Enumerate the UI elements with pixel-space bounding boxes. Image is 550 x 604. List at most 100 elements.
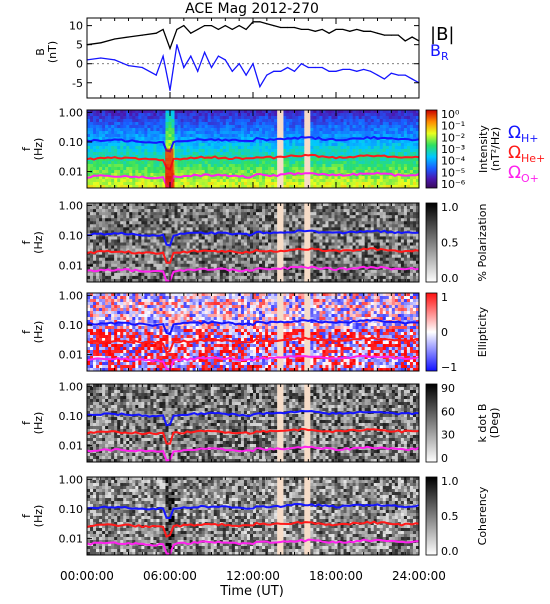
spectrogram-cell (247, 239, 250, 242)
spectrogram-cell (126, 164, 129, 167)
spectrogram-cell (247, 209, 250, 212)
spectrogram-cell (90, 149, 93, 152)
spectrogram-cell (93, 125, 96, 128)
spectrogram-cell (159, 137, 162, 140)
spectrogram-cell (262, 215, 265, 218)
spectrogram-cell (181, 149, 184, 152)
spectrogram-cell (108, 209, 111, 212)
spectrogram-cell (147, 173, 150, 176)
spectrogram-cell (322, 143, 325, 146)
spectrogram-cell (226, 119, 229, 122)
spectrogram-cell (105, 243, 108, 246)
spectrogram-cell (168, 140, 171, 143)
spectrogram-cell (220, 131, 223, 134)
spectrogram-cell (90, 239, 93, 242)
spectrogram-cell (322, 176, 325, 179)
spectrogram-cell (404, 113, 407, 116)
spectrogram-cell (286, 176, 289, 179)
spectrogram-cell (105, 131, 108, 134)
spectrogram-cell (193, 176, 196, 179)
spectrogram-cell (371, 131, 374, 134)
spectrogram-cell (153, 249, 156, 252)
spectrogram-cell (241, 164, 244, 167)
spectrogram-cell (244, 246, 247, 249)
spectrogram-cell (392, 116, 395, 119)
spectrogram-cell (184, 143, 187, 146)
spectrogram-cell (159, 236, 162, 239)
spectrogram-cell (175, 203, 178, 206)
spectrogram-cell (184, 206, 187, 209)
spectrogram-cell (325, 176, 328, 179)
spectrogram-cell (175, 261, 178, 264)
spectrogram-cell (144, 179, 147, 182)
spectrogram-cell (126, 113, 129, 116)
spectrogram-cell (362, 143, 365, 146)
spectrogram-cell (205, 122, 208, 125)
spectrogram-cell (271, 134, 274, 137)
spectrogram-cell (398, 146, 401, 149)
spectrogram-cell (298, 116, 301, 119)
spectrogram-cell (325, 128, 328, 131)
spectrogram-cell (220, 224, 223, 227)
spectrogram-cell (226, 246, 229, 249)
spectrogram-cell (359, 161, 362, 164)
spectrogram-cell (286, 158, 289, 161)
spectrogram-cell (190, 203, 193, 206)
spectrogram-cell (93, 243, 96, 246)
spectrogram-cell (223, 128, 226, 131)
spectrogram-cell (322, 167, 325, 170)
spectrogram-cell (226, 258, 229, 261)
spectrogram-cell (108, 122, 111, 125)
spectrogram-cell (187, 224, 190, 227)
spectrogram-cell (268, 227, 271, 230)
spectrogram-cell (241, 170, 244, 173)
spectrogram-cell (274, 255, 277, 258)
spectrogram-cell (283, 182, 286, 185)
spectrogram-cell (244, 152, 247, 155)
spectrogram-cell (96, 164, 99, 167)
spectrogram-cell (208, 116, 211, 119)
spectrogram-cell (190, 119, 193, 122)
spectrogram-cell (253, 167, 256, 170)
spectrogram-cell (310, 252, 313, 255)
spectrogram-cell (310, 206, 313, 209)
spectrogram-cell (256, 233, 259, 236)
spectrogram-cell (413, 119, 416, 122)
spectrogram-cell (138, 164, 141, 167)
spectrogram-cell (253, 164, 256, 167)
spectrogram-cell (413, 182, 416, 185)
spectrogram-cell (250, 212, 253, 215)
spectrogram-cell (316, 243, 319, 246)
spectrogram-cell (226, 264, 229, 267)
spectrogram-cell (410, 164, 413, 167)
spectrogram-cell (238, 227, 241, 230)
spectrogram-cell (310, 273, 313, 276)
spectrogram-cell (178, 276, 181, 279)
spectrogram-cell (123, 243, 126, 246)
spectrogram-cell (292, 239, 295, 242)
spectrogram-cell (404, 128, 407, 131)
spectrogram-cell (295, 276, 298, 279)
spectrogram-cell (404, 167, 407, 170)
spectrogram-cell (220, 152, 223, 155)
spectrogram-cell (316, 270, 319, 273)
panel-power-spectral-density: 1.000.100.01f(Hz)10⁰10⁻¹10⁻²10⁻³10⁻⁴10⁻⁵… (20, 106, 502, 191)
spectrogram-cell (286, 128, 289, 131)
spectrogram-cell (235, 122, 238, 125)
spectrogram-cell (159, 122, 162, 125)
spectrogram-cell (105, 149, 108, 152)
spectrogram-cell (298, 233, 301, 236)
spectrogram-cell (181, 125, 184, 128)
spectrogram-cell (153, 209, 156, 212)
spectrogram-cell (316, 252, 319, 255)
spectrogram-cell (202, 264, 205, 267)
spectrogram-cell (132, 239, 135, 242)
spectrogram-cell (132, 113, 135, 116)
spectrogram-cell (392, 140, 395, 143)
spectrogram-cell (226, 113, 229, 116)
spectrogram-cell (235, 243, 238, 246)
br-point-12 (204, 52, 205, 53)
spectrogram-cell (310, 179, 313, 182)
spectrogram-cell (274, 125, 277, 128)
spectrogram-cell (196, 264, 199, 267)
